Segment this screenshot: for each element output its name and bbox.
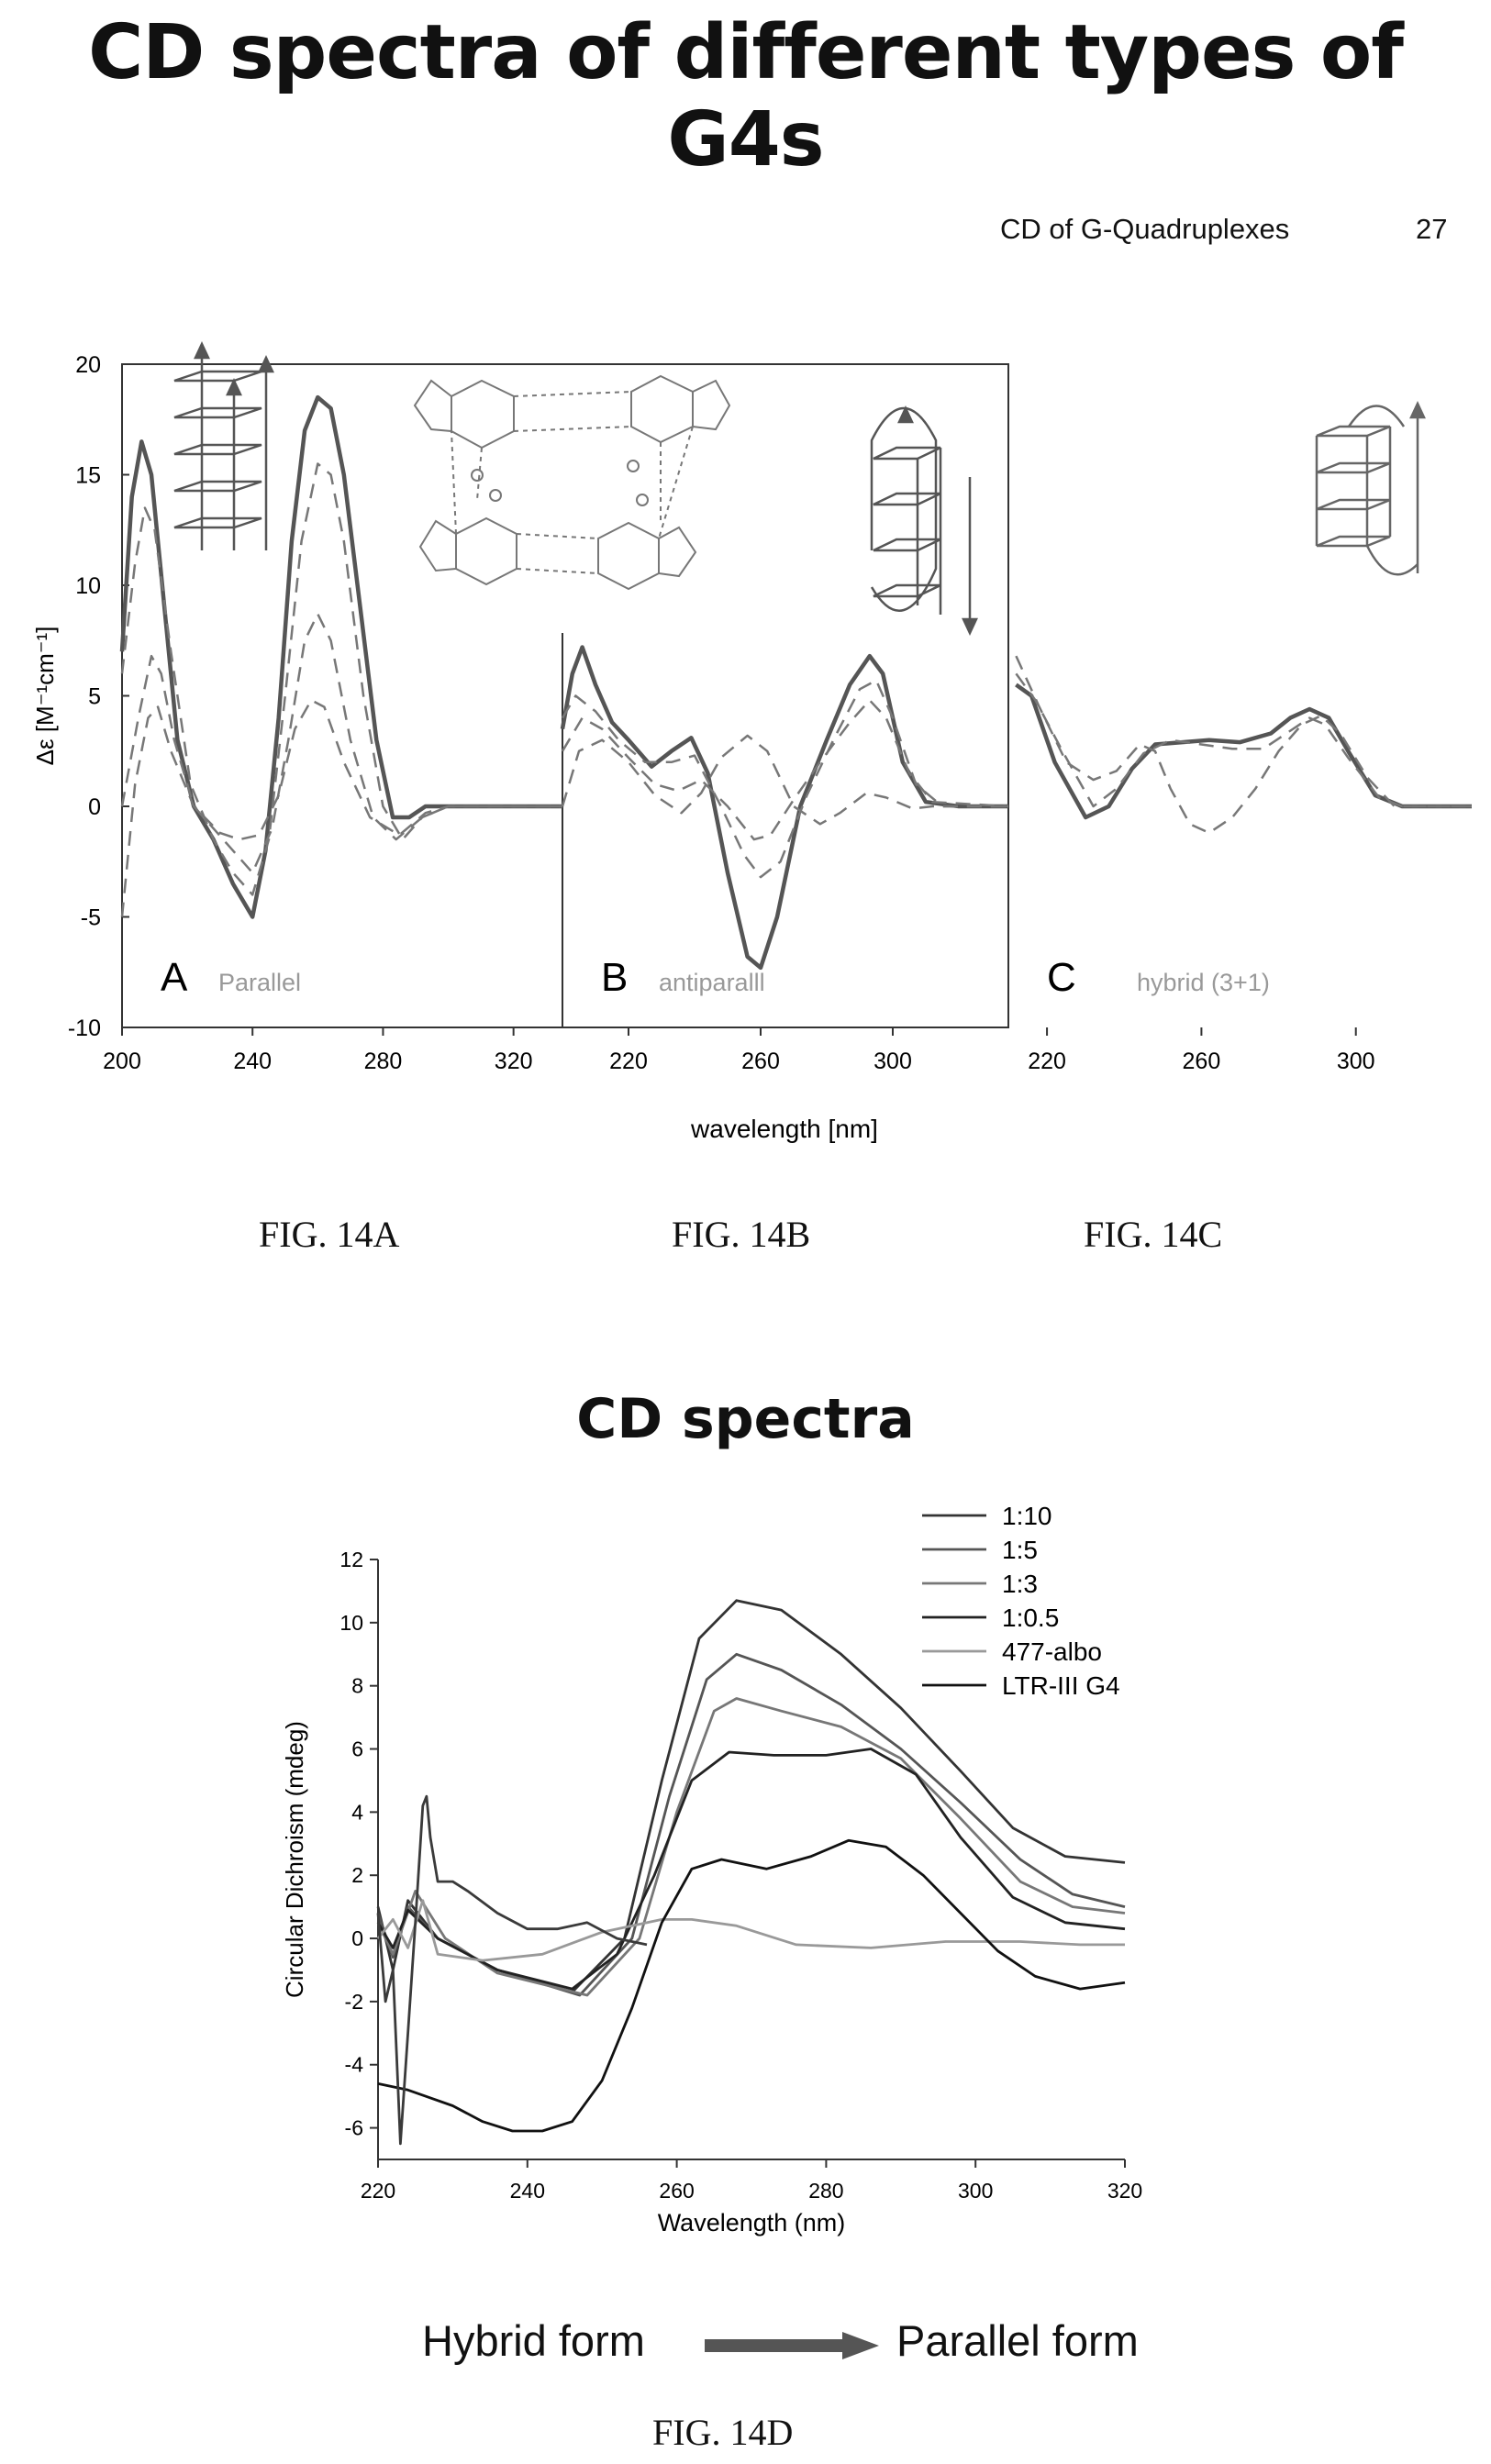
x-tick-label: 280 — [808, 2179, 843, 2203]
spectrum-line — [560, 645, 1008, 971]
series-line — [377, 1838, 1126, 2133]
y-tick-label: 15 — [75, 463, 101, 489]
fig-14d-label: FIG. 14D — [652, 2412, 794, 2453]
x-tick-label: 320 — [1107, 2179, 1142, 2203]
legend-entry: 1:10 — [1002, 1504, 1052, 1530]
bottom-plot-frame — [377, 1559, 1125, 2160]
y-axis-label: Δε [M⁻¹cm⁻¹] — [31, 627, 59, 766]
x-tick-label: 320 — [495, 1049, 533, 1074]
x-tick-label: 220 — [609, 1049, 648, 1074]
spectrum-line — [561, 679, 1008, 879]
y-tick-label: 0 — [88, 794, 101, 820]
series-line — [376, 1697, 1126, 1997]
right-arrow-icon — [705, 2332, 879, 2359]
y-tick-label: -6 — [345, 2116, 363, 2140]
parallel-form-label: Parallel form — [896, 2316, 1139, 2365]
y-axis-label: Circular Dichroism (mdeg) — [281, 1721, 308, 1998]
series-line — [376, 1899, 1125, 1962]
main-title: CD spectra of different types of G4s — [88, 9, 1404, 183]
y-tick-label: 12 — [339, 1548, 363, 1571]
legend-entry: LTR-III G4 — [1002, 1671, 1120, 1700]
hybrid-form-label: Hybrid form — [422, 2316, 645, 2365]
x-tick-label: 300 — [958, 2179, 993, 2203]
x-tick-label: 260 — [741, 1049, 780, 1074]
x-tick-label: 240 — [510, 2179, 545, 2203]
y-tick-label: -10 — [68, 1016, 101, 1041]
spectrum-line — [120, 462, 562, 896]
x-tick-label: 200 — [103, 1049, 141, 1074]
x-tick-label: 220 — [361, 2179, 395, 2203]
top-curves-group — [119, 394, 1472, 971]
x-tick-label: 300 — [1337, 1049, 1375, 1074]
y-tick-label: -5 — [81, 905, 101, 931]
legend-entry: 477-albo — [1002, 1637, 1102, 1666]
top-plot-frame — [121, 363, 1009, 1028]
series-line — [376, 1599, 1126, 1993]
fig-14a-label: FIG. 14A — [259, 1214, 400, 1255]
page-number: 27 — [1416, 213, 1448, 245]
y-tick-label: 4 — [351, 1800, 363, 1824]
y-tick-label: 2 — [351, 1863, 363, 1887]
x-tick-label: 260 — [659, 2179, 694, 2203]
antiparallel-topology-diagram — [870, 405, 978, 636]
x-tick-label: 300 — [873, 1049, 912, 1074]
y-tick-label: 6 — [351, 1737, 363, 1761]
x-tick-label: 240 — [233, 1049, 272, 1074]
fig-14b-label: FIG. 14B — [672, 1214, 811, 1255]
y-tick-label: 10 — [339, 1611, 363, 1635]
y-tick-label: 5 — [88, 684, 101, 710]
parallel-topology-diagram — [173, 341, 274, 550]
bottom-cd-chart: -6 -4 -2 0 2 4 6 8 10 12 220 240 260 280 300 320 Wavelen… — [281, 1504, 1142, 2236]
hybrid-topology-diagram — [1315, 401, 1426, 576]
y-tick-label: 20 — [75, 352, 101, 378]
cd-spectra-title: CD spectra — [576, 1387, 915, 1451]
bottom-axis-group: -6 -4 -2 0 2 4 6 8 10 12 220 240 260 280 300 320 Wavelen… — [281, 1548, 1142, 2236]
g-quartet-structure-diagram — [413, 374, 731, 591]
series-line — [376, 1794, 648, 2146]
x-tick-label: 260 — [1183, 1049, 1221, 1074]
top-cd-chart: -10 -5 0 5 10 15 20 Δε [M⁻¹cm⁻¹] wavelength [nm]… — [31, 341, 1472, 1143]
y-tick-label: 0 — [351, 1926, 363, 1950]
series-line — [376, 1748, 1126, 1991]
panel-label: C — [1047, 955, 1076, 1000]
spectrum-line — [1015, 655, 1472, 835]
panel-annotation: hybrid (3+1) — [1137, 969, 1270, 996]
x-axis-label: wavelength [nm] — [690, 1115, 878, 1143]
y-tick-label: -4 — [345, 2053, 364, 2077]
panel-annotation: Parallel — [218, 969, 301, 996]
y-tick-label: 8 — [351, 1674, 363, 1698]
fig-14c-label: FIG. 14C — [1084, 1214, 1223, 1255]
bottom-curves-group — [376, 1599, 1126, 2146]
x-tick-label: 220 — [1028, 1049, 1066, 1074]
y-tick-label: 10 — [75, 573, 101, 599]
spectrum-line — [1015, 683, 1472, 820]
series-line — [376, 1652, 1126, 1997]
legend: 1:10 1:5 1:3 1:0.5 477-albo LTR-III G4 — [922, 1504, 1120, 1700]
y-tick-label: -2 — [345, 1990, 363, 2014]
spectrum-line — [561, 699, 1009, 841]
x-tick-label: 280 — [364, 1049, 403, 1074]
panel-label: B — [601, 955, 628, 1000]
spectrum-line — [120, 699, 562, 917]
legend-entry: 1:5 — [1002, 1536, 1038, 1564]
spectrum-line — [1015, 672, 1472, 808]
legend-entry: 1:0.5 — [1002, 1604, 1059, 1632]
panel-annotation: antiparalll — [659, 969, 765, 996]
legend-entry: 1:3 — [1002, 1570, 1038, 1598]
panel-label: A — [161, 955, 188, 1000]
running-head: CD of G-Quadruplexes — [1000, 213, 1290, 245]
spectrum-line — [120, 613, 562, 874]
spectrum-line — [119, 394, 562, 919]
top-axis-group: -10 -5 0 5 10 15 20 Δε [M⁻¹cm⁻¹] wavelength [nm]… — [31, 352, 1375, 1143]
x-axis-label: Wavelength (nm) — [658, 2209, 846, 2236]
